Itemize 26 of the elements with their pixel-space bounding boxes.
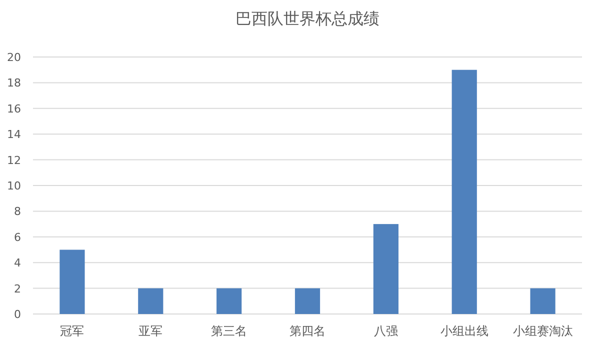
bar [216, 288, 242, 314]
chart-title: 巴西队世界杯总成绩 [236, 9, 380, 28]
bar [138, 288, 164, 314]
x-tick-label: 第四名 [290, 324, 326, 338]
y-tick-label: 10 [7, 180, 21, 192]
bar [452, 70, 477, 314]
x-tick-label: 冠军 [60, 324, 84, 338]
y-tick-label: 0 [14, 308, 21, 321]
x-tick-label: 小组赛淘汰 [512, 324, 573, 338]
y-tick-label: 4 [14, 256, 21, 270]
y-tick-label: 14 [7, 128, 21, 142]
y-tick-label: 16 [7, 102, 21, 116]
y-tick-label: 12 [7, 154, 21, 167]
bar [294, 288, 320, 314]
y-tick-label: 8 [14, 205, 21, 218]
x-tick-label: 小组出线 [440, 324, 488, 338]
y-tick-label: 18 [7, 76, 21, 90]
bar [373, 224, 398, 314]
y-tick-label: 20 [7, 51, 21, 64]
x-tick-label: 第三名 [211, 324, 248, 338]
bar [60, 250, 85, 314]
x-tick-label: 八强 [374, 324, 398, 338]
y-tick-label: 6 [14, 230, 21, 244]
y-tick-label: 2 [14, 282, 21, 296]
bar [530, 288, 556, 314]
x-tick-label: 亚军 [138, 324, 163, 338]
